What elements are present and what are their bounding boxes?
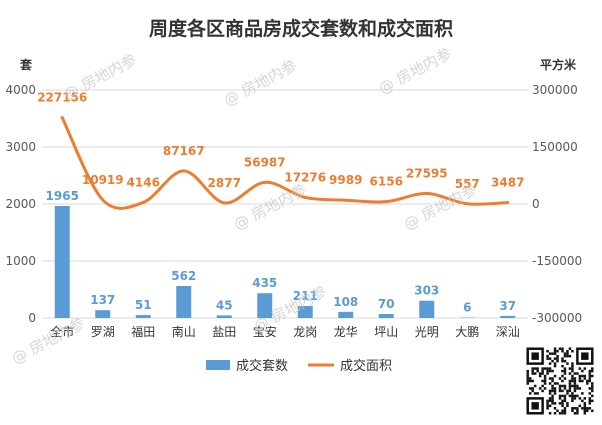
line-point — [182, 169, 186, 173]
grid-layer: 0 -300000 1000 -150000 2000 0 3000 150000 4000 30… — [5, 83, 582, 339]
line-point — [222, 201, 226, 205]
bar — [500, 315, 516, 318]
line-data-label: 3487 — [491, 176, 524, 190]
bar-series-layer — [54, 205, 516, 318]
line-point — [263, 180, 267, 184]
bar — [297, 305, 313, 318]
bar-data-label: 70 — [378, 297, 395, 311]
right-axis-tick-label: -150000 — [532, 254, 582, 268]
line-data-label: 4146 — [127, 175, 160, 189]
x-axis-category-label: 罗湖 — [91, 324, 115, 339]
left-axis-tick-label: 1000 — [5, 254, 36, 268]
bar-data-label: 6 — [463, 301, 471, 315]
legend: 成交套数 成交面积 — [206, 358, 392, 374]
line-data-label: 56987 — [244, 155, 286, 169]
x-axis-category-label: 光明 — [415, 325, 439, 339]
x-axis-category-label: 深汕 — [496, 325, 520, 339]
line-data-label: 227156 — [37, 91, 87, 105]
bar-data-label: 562 — [171, 269, 196, 283]
left-axis-tick-label: 4000 — [5, 83, 36, 97]
left-axis-tick-label: 3000 — [5, 140, 36, 154]
bar-data-label: 51 — [135, 298, 152, 312]
x-axis-category-label: 大鹏 — [455, 325, 479, 339]
chart-title: 周度各区商品房成交套数和成交面积 — [148, 18, 453, 40]
right-axis-tick-label: 150000 — [532, 140, 578, 154]
bar — [257, 293, 273, 318]
label-layer: 1965 137 51 562 45 435 211 108 70 303 6 37 227156 109… — [37, 91, 524, 315]
bar-data-label: 37 — [499, 299, 516, 313]
left-axis-unit: 套 — [20, 58, 33, 72]
bar-data-label: 435 — [252, 276, 277, 290]
bar — [95, 310, 111, 318]
right-axis-tick-label: 0 — [532, 197, 540, 211]
right-axis-unit: 平方米 — [540, 58, 577, 72]
line-point — [425, 192, 429, 196]
line-series-layer — [60, 116, 510, 210]
x-axis-category-label: 全市 — [50, 324, 74, 339]
x-axis-category-label: 宝安 — [253, 324, 277, 339]
legend-line-label: 成交面积 — [340, 358, 392, 374]
bar — [54, 205, 70, 318]
bar-data-label: 211 — [293, 289, 318, 303]
line-data-label: 2877 — [208, 176, 241, 190]
line-data-label: 557 — [455, 177, 480, 191]
x-axis-category-label: 福田 — [131, 324, 155, 339]
legend-bar-swatch — [206, 360, 230, 370]
bar — [176, 285, 192, 318]
line-data-label: 10919 — [82, 173, 124, 187]
bar-data-label: 137 — [90, 293, 115, 307]
line-point — [465, 202, 469, 206]
bar — [419, 300, 435, 318]
right-axis-tick-label: 300000 — [532, 83, 578, 97]
legend-bar-label: 成交套数 — [236, 358, 288, 374]
x-axis-category-label: 南山 — [172, 324, 196, 339]
line-point — [303, 195, 307, 199]
bar-data-label: 1965 — [46, 189, 79, 203]
bar-data-label: 108 — [333, 295, 358, 309]
line-series-path — [60, 116, 510, 210]
x-axis-category-label: 盐田 — [212, 325, 236, 339]
bar-data-label: 45 — [216, 298, 233, 312]
left-axis-tick-label: 0 — [28, 311, 36, 325]
line-data-label: 6156 — [370, 175, 403, 189]
qr-code-icon — [524, 345, 596, 417]
line-data-label: 9989 — [329, 173, 362, 187]
x-axis-category-label: 坪山 — [374, 325, 398, 339]
line-point — [384, 200, 388, 204]
bar — [216, 315, 232, 318]
bar — [135, 315, 151, 318]
left-axis-tick-label: 2000 — [5, 197, 36, 211]
line-point — [506, 201, 510, 205]
line-data-label: 87167 — [163, 144, 205, 158]
x-axis-category-label: 龙岗 — [293, 325, 317, 339]
line-point — [141, 200, 145, 204]
x-axis-category-label: 龙华 — [334, 325, 358, 339]
line-point — [344, 198, 348, 202]
bar — [338, 311, 354, 318]
line-data-label: 27595 — [406, 167, 448, 181]
line-point — [60, 116, 64, 120]
line-data-label: 17276 — [284, 170, 326, 184]
line-point — [101, 198, 105, 202]
right-axis-tick-label: -300000 — [532, 311, 582, 325]
bar — [378, 314, 394, 318]
bar-data-label: 303 — [414, 284, 439, 298]
